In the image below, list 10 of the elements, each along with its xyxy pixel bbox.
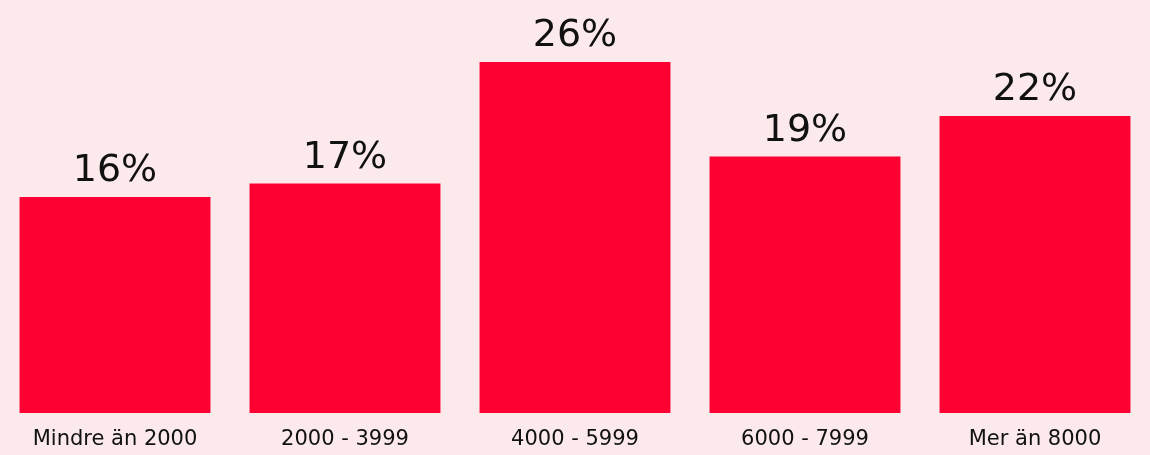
data-label: 26% bbox=[532, 11, 618, 55]
x-tick-label: Mindre än 2000 bbox=[32, 425, 198, 450]
data-label: 22% bbox=[992, 65, 1078, 109]
x-tick-label: Mer än 8000 bbox=[968, 425, 1102, 450]
data-label: 17% bbox=[302, 132, 388, 177]
data-label: 19% bbox=[762, 105, 848, 150]
x-tick-label: 4000 - 5999 bbox=[511, 425, 639, 450]
x-tick-label: 2000 - 3999 bbox=[281, 425, 409, 450]
x-tick-label: 6000 - 7999 bbox=[741, 425, 869, 450]
data-label: 16% bbox=[72, 146, 158, 190]
